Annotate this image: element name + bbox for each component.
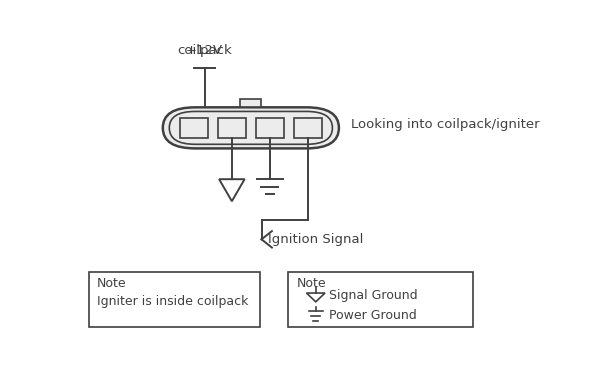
FancyBboxPatch shape xyxy=(89,272,260,327)
Text: Ignition Signal: Ignition Signal xyxy=(269,233,364,246)
FancyBboxPatch shape xyxy=(180,118,208,138)
Text: Looking into coilpack/igniter: Looking into coilpack/igniter xyxy=(350,118,539,131)
FancyBboxPatch shape xyxy=(163,107,339,149)
FancyBboxPatch shape xyxy=(256,118,284,138)
Text: coilpack: coilpack xyxy=(177,45,232,58)
Text: Igniter is inside coilpack: Igniter is inside coilpack xyxy=(97,295,248,308)
FancyBboxPatch shape xyxy=(169,111,332,144)
Text: +12V: +12V xyxy=(186,45,223,58)
Polygon shape xyxy=(307,293,325,302)
Text: Note: Note xyxy=(296,277,326,290)
FancyBboxPatch shape xyxy=(218,118,246,138)
Polygon shape xyxy=(219,179,245,201)
FancyBboxPatch shape xyxy=(294,118,322,138)
Text: Note: Note xyxy=(97,277,127,290)
Text: Power Ground: Power Ground xyxy=(329,309,416,322)
Text: Signal Ground: Signal Ground xyxy=(329,288,417,302)
FancyBboxPatch shape xyxy=(240,99,261,107)
FancyBboxPatch shape xyxy=(288,272,474,327)
